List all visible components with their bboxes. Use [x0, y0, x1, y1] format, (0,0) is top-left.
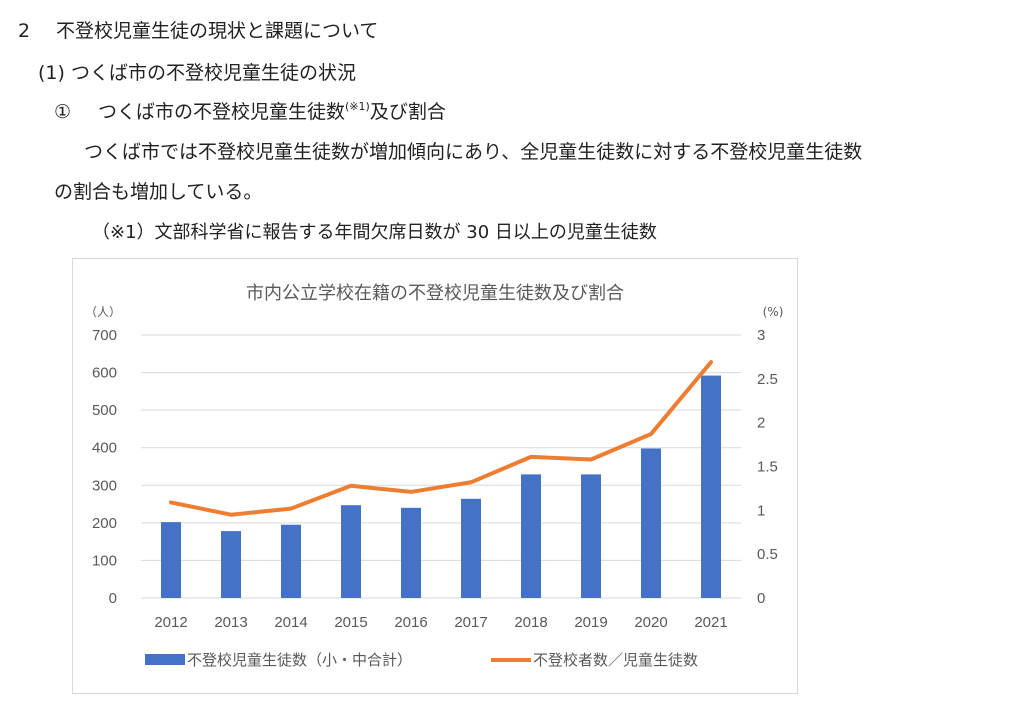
chart-container: 市内公立学校在籍の不登校児童生徒数及び割合 （人） (%) 0 100 200 300… [72, 258, 798, 694]
left-tick-label: 0 [109, 590, 117, 607]
legend: 不登校児童生徒数（小・中合計） 不登校者数／児童生徒数 [145, 651, 698, 669]
bar [341, 505, 361, 598]
x-tick-label: 2015 [334, 614, 367, 631]
bar [701, 375, 721, 598]
x-tick-label: 2012 [154, 614, 187, 631]
chart: 市内公立学校在籍の不登校児童生徒数及び割合 （人） (%) 0100200300… [85, 283, 784, 669]
left-tick-label: 500 [92, 402, 117, 419]
left-axis-unit: （人） [85, 305, 121, 319]
left-axis-ticks: 0 100 200 300 400 500 600 700 [92, 327, 117, 607]
x-tick-label: 2014 [274, 614, 307, 631]
heading-3-number: ① [54, 101, 72, 123]
x-tick-label: 2021 [694, 614, 727, 631]
heading-3: ① つくば市の不登校児童生徒数(※1)及び割合 [54, 97, 446, 124]
bar [521, 474, 541, 598]
right-tick-label: 3 [757, 327, 765, 344]
right-tick-label: 2 [757, 415, 765, 432]
left-tick-label: 600 [92, 365, 117, 382]
left-tick-label: 400 [92, 440, 117, 457]
bar [161, 522, 181, 598]
left-tick-label: 700 [92, 327, 117, 344]
bar [221, 531, 241, 598]
bar [641, 448, 661, 598]
heading-1-number: 2 [18, 20, 31, 42]
chart-title: 市内公立学校在籍の不登校児童生徒数及び割合 [246, 283, 624, 304]
right-tick-label: 0 [757, 590, 765, 607]
line-series [169, 360, 713, 517]
right-tick-label: 0.5 [757, 546, 778, 563]
x-tick-label: 2013 [214, 614, 247, 631]
x-tick-label: 2018 [514, 614, 547, 631]
heading-1-text: 不登校児童生徒の現状と課題について [56, 20, 379, 42]
bar [461, 498, 481, 598]
heading-3-footnote-ref: (※1) [345, 100, 370, 113]
bar-series [161, 375, 721, 598]
heading-2: (1) つくば市の不登校児童生徒の状況 [38, 62, 356, 84]
heading-3-tail: 及び割合 [369, 101, 446, 123]
x-axis-ticks: 2012 2013 2014 2015 2016 2017 2018 2019 2020 2021 [154, 614, 727, 631]
x-tick-label: 2020 [634, 614, 667, 631]
right-tick-label: 1.5 [757, 459, 778, 476]
heading-1: 2 不登校児童生徒の現状と課題について [18, 16, 378, 43]
right-axis-unit: (%) [763, 305, 784, 319]
x-tick-label: 2017 [454, 614, 487, 631]
legend-line-label: 不登校者数／児童生徒数 [533, 651, 698, 669]
series-line [169, 360, 713, 517]
right-tick-label: 2.5 [757, 371, 778, 388]
bar [581, 474, 601, 598]
x-tick-label: 2016 [394, 614, 427, 631]
paragraph-line-1: つくば市では不登校児童生徒数が増加傾向にあり、全児童生徒数に対する不登校児童生徒… [84, 141, 863, 163]
right-tick-label: 1 [757, 502, 765, 519]
legend-bar-label: 不登校児童生徒数（小・中合計） [187, 651, 412, 669]
legend-bar-swatch [145, 654, 185, 665]
paragraph-line-2: の割合も増加している。 [54, 181, 263, 203]
heading-3-text: つくば市の不登校児童生徒数 [98, 101, 346, 123]
bar [401, 507, 421, 598]
left-tick-label: 300 [92, 477, 117, 494]
x-tick-label: 2019 [574, 614, 607, 631]
right-axis-ticks: 0 0.5 1 1.5 2 2.5 3 [757, 327, 778, 607]
left-tick-label: 100 [92, 552, 117, 569]
bar [281, 524, 301, 598]
footnote: （※1）文部科学省に報告する年間欠席日数が 30 日以上の児童生徒数 [92, 222, 657, 243]
left-tick-label: 200 [92, 515, 117, 532]
